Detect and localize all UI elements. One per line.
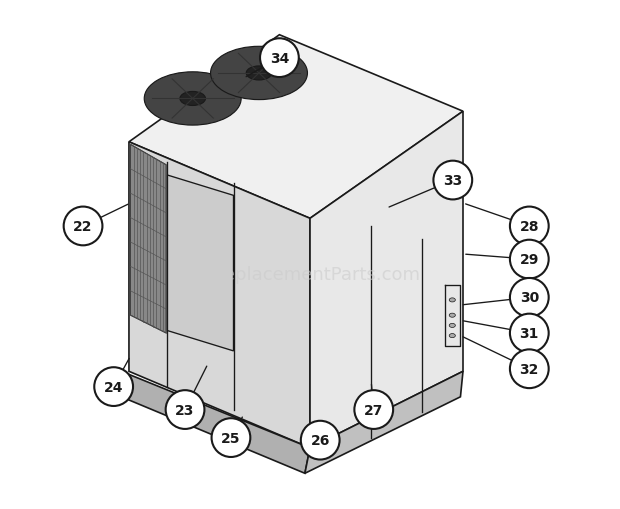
- Text: 28: 28: [520, 219, 539, 234]
- Circle shape: [64, 207, 102, 246]
- Text: 23: 23: [175, 403, 195, 417]
- Polygon shape: [130, 145, 166, 333]
- Polygon shape: [122, 372, 310, 473]
- Ellipse shape: [450, 334, 455, 338]
- Polygon shape: [167, 176, 234, 351]
- Text: 29: 29: [520, 252, 539, 267]
- Polygon shape: [310, 112, 463, 448]
- Text: 26: 26: [311, 433, 330, 447]
- Text: 31: 31: [520, 326, 539, 341]
- Ellipse shape: [246, 67, 272, 81]
- Polygon shape: [129, 36, 463, 219]
- Ellipse shape: [450, 314, 455, 318]
- Text: 25: 25: [221, 431, 241, 445]
- Circle shape: [211, 418, 250, 457]
- Circle shape: [355, 390, 393, 429]
- Ellipse shape: [144, 73, 241, 126]
- Circle shape: [510, 314, 549, 353]
- Text: 24: 24: [104, 380, 123, 394]
- Text: 32: 32: [520, 362, 539, 376]
- Polygon shape: [129, 143, 310, 448]
- Ellipse shape: [211, 47, 308, 100]
- Polygon shape: [305, 372, 463, 473]
- Text: 34: 34: [270, 51, 289, 66]
- Ellipse shape: [450, 298, 455, 302]
- Text: 33: 33: [443, 174, 463, 188]
- Circle shape: [510, 278, 549, 317]
- Text: 30: 30: [520, 291, 539, 305]
- Circle shape: [433, 161, 472, 200]
- Ellipse shape: [450, 324, 455, 328]
- Circle shape: [301, 421, 340, 460]
- Text: 22: 22: [73, 219, 93, 234]
- Ellipse shape: [180, 92, 205, 106]
- Circle shape: [260, 39, 299, 78]
- Circle shape: [510, 240, 549, 279]
- Circle shape: [94, 367, 133, 406]
- Circle shape: [510, 350, 549, 388]
- Circle shape: [166, 390, 205, 429]
- Text: eReplacementParts.com: eReplacementParts.com: [200, 266, 420, 284]
- Circle shape: [510, 207, 549, 246]
- Text: 27: 27: [364, 403, 383, 417]
